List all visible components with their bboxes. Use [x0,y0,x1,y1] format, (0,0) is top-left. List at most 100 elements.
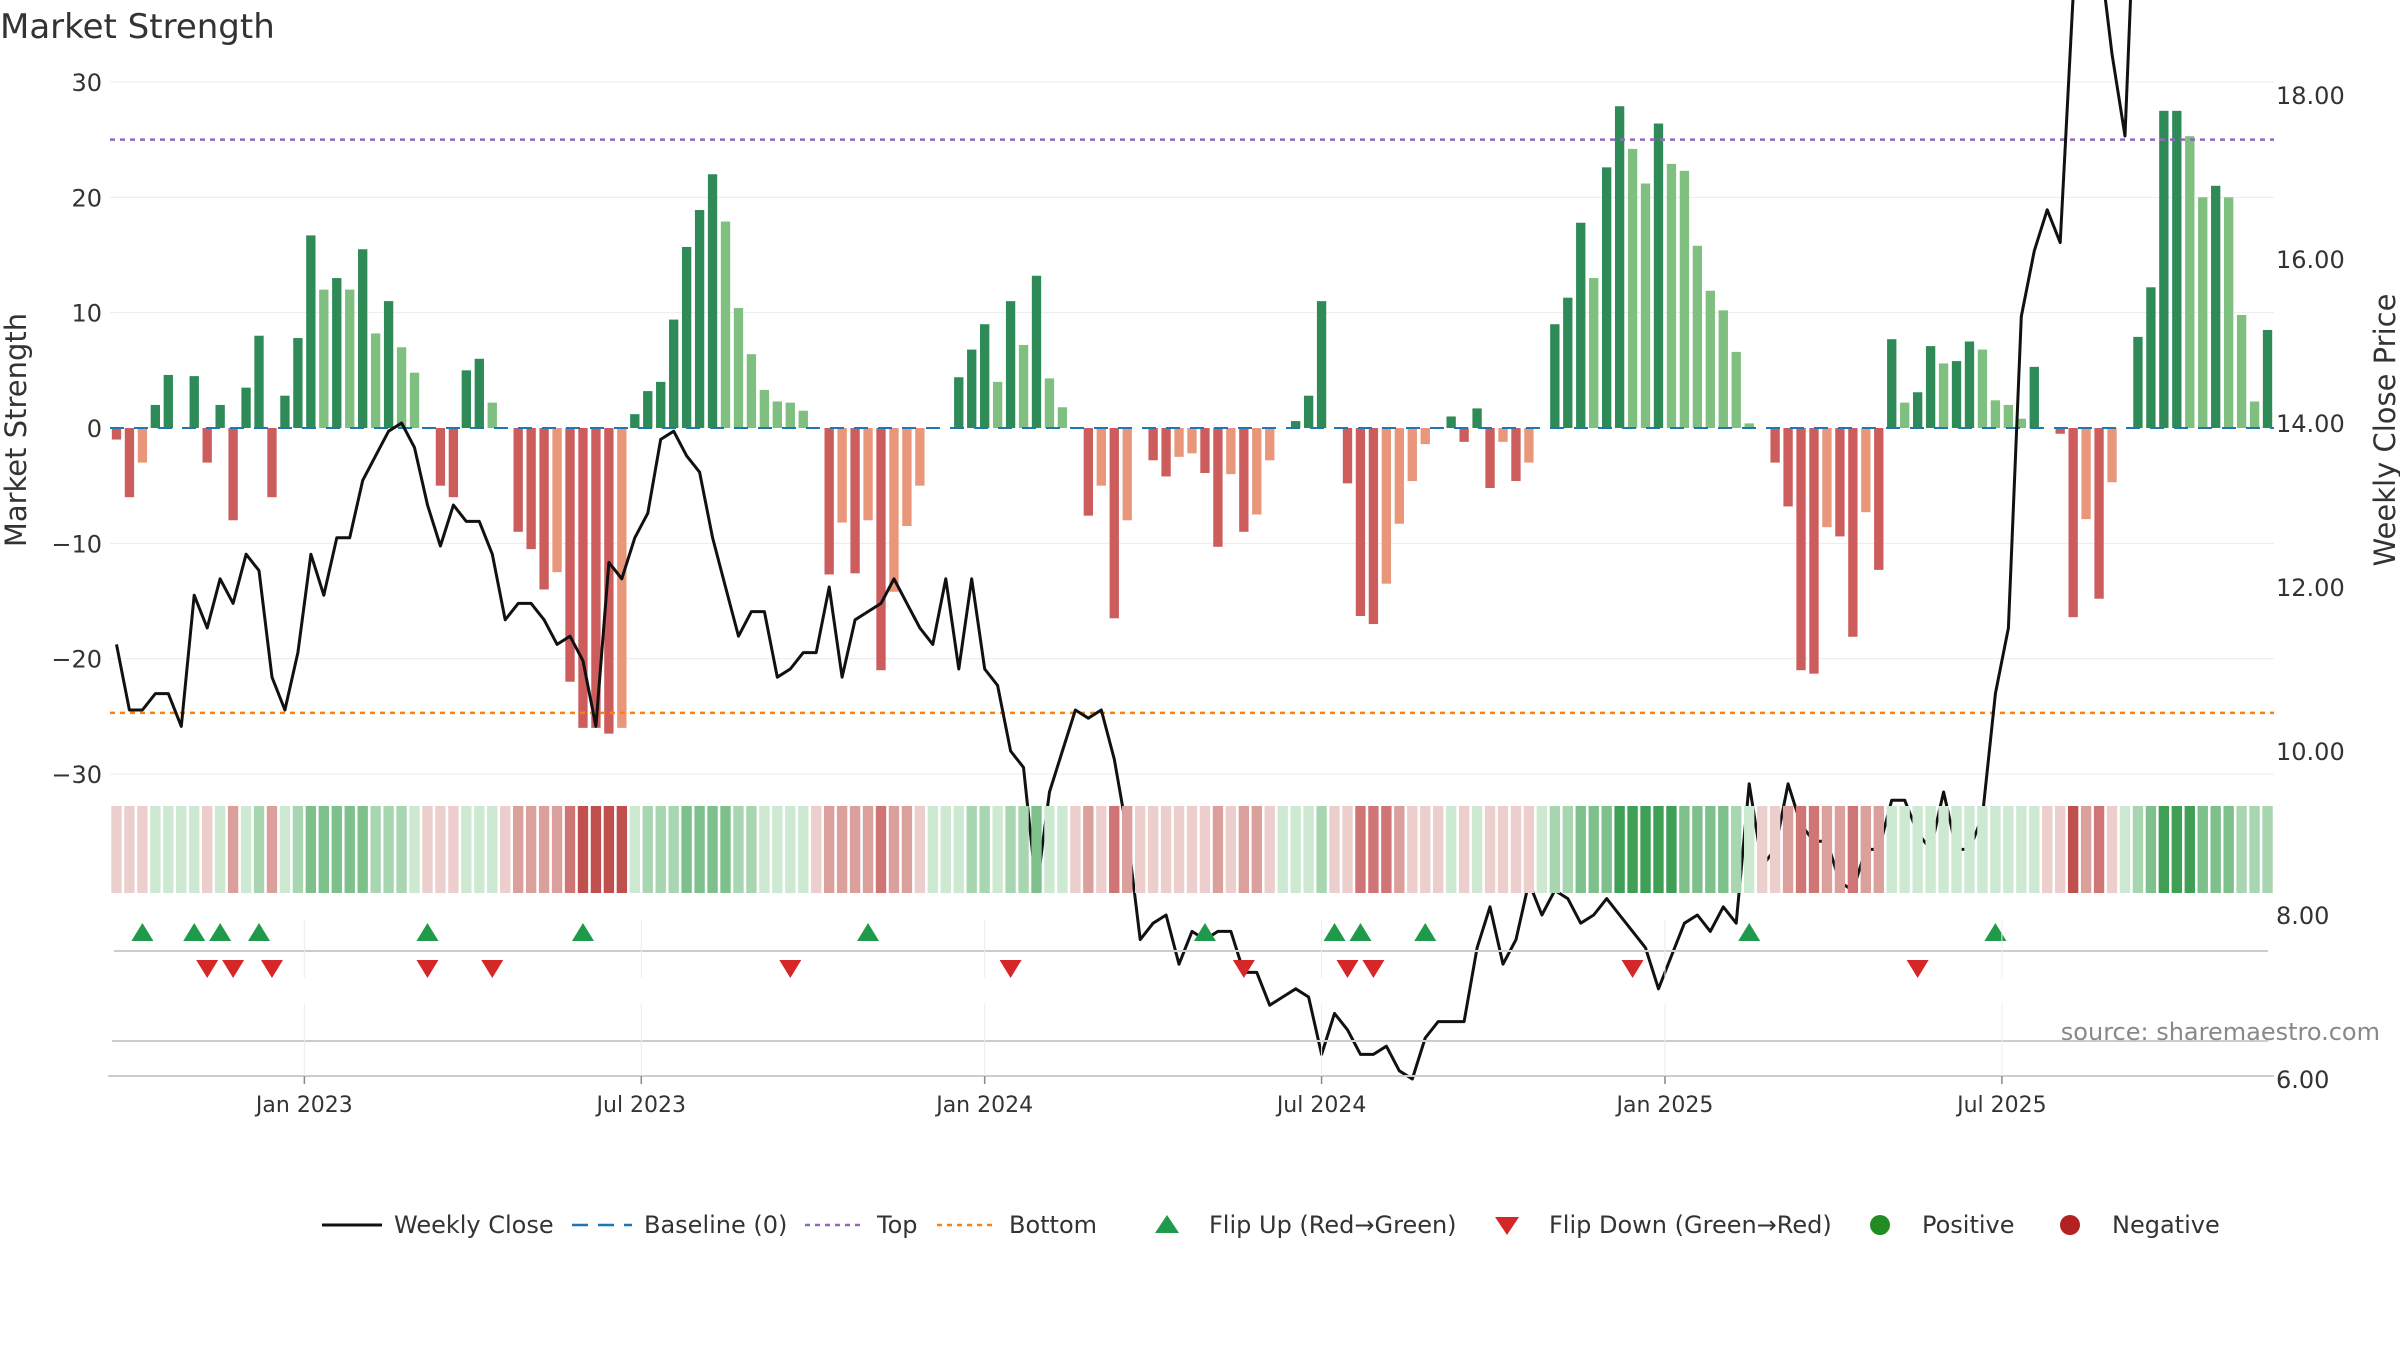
heat-cell [2067,806,2079,893]
heat-cell [1199,806,1211,893]
strength-bar [2081,428,2091,520]
strength-bar [1809,428,1819,674]
heat-cell [292,806,304,893]
strength-bar [1161,428,1171,477]
heat-cell [1381,806,1392,893]
strength-bar [1446,416,1456,428]
strength-bar [150,404,161,428]
heat-cell [668,806,679,893]
heat-cell [2080,806,2092,893]
flip-up-marker [131,923,154,941]
strength-bar [2185,136,2195,428]
heat-cell [759,806,770,893]
y-left-tick-label: −30 [51,761,102,789]
heat-cell [629,806,640,893]
strength-bar [2016,418,2026,428]
heat-cell [124,806,135,893]
flip-up-marker [571,923,594,941]
heat-cell [1484,806,1496,893]
heat-cell [1588,806,1599,893]
strength-bar [1381,428,1392,584]
strength-bar [1912,392,1923,428]
strength-bar [2236,314,2247,428]
flip-down-marker [1232,960,1255,978]
heat-cell [1977,806,1988,893]
strength-bar [124,428,135,498]
lower-panel-axes [108,950,2274,1077]
heat-cell [862,806,874,893]
strength-bar [1705,290,1715,428]
flip-up-marker [1323,923,1346,941]
strength-bar [1731,351,1741,428]
heat-cell [681,806,692,893]
legend-circle-icon [2060,1215,2080,1235]
strength-bar [591,428,601,728]
strength-bar [241,387,251,428]
strength-bar [2262,329,2273,428]
strength-bar [332,278,342,428]
strength-bar [889,428,899,592]
strength-bar [1044,378,1055,428]
heat-cell [1990,806,2001,893]
heat-cell [1368,806,1379,893]
heat-cell [1821,806,1833,893]
heat-cell [500,806,511,893]
heat-cell [1834,806,1846,893]
y-axis-left: 30 20 10 0 −10 −20 −30 [51,69,102,789]
strength-bar [656,381,666,428]
legend-label: Top [876,1211,918,1239]
heat-cell [1523,806,1535,893]
strength-bar [254,335,264,428]
heat-cell [1782,806,1794,893]
heat-cell [2236,806,2247,893]
strength-bar [578,428,588,728]
heat-cell [1497,806,1509,893]
legend-item: Negative [2060,1211,2220,1239]
strength-bar [1692,245,1703,428]
legend-label: Positive [1922,1211,2015,1239]
heat-cell [1134,806,1146,893]
y-axis-right: 22.0020.0018.0016.0014.0012.0010.008.006… [2276,82,2345,1094]
heat-cell [1692,806,1703,893]
flip-down-marker [999,960,1022,978]
strength-bar [1576,222,1586,428]
heat-cell [538,806,550,893]
heat-cell [1873,806,1884,893]
heat-cell [1083,806,1094,893]
strength-bar [409,372,420,428]
strength-bar [1627,148,1638,429]
strength-bar [681,246,692,428]
strength-bar [1511,428,1521,482]
heat-cell [2016,806,2027,893]
strength-bar [2198,197,2208,428]
strength-bar [189,376,199,428]
heat-cell [655,806,666,893]
flip-up-marker [1984,923,2007,941]
heat-cell [1744,806,1755,893]
heat-cell [2223,806,2234,893]
heat-cell [1718,806,1729,893]
strength-bar [1342,428,1353,484]
strength-bar [863,428,873,521]
strength-bar [513,428,523,532]
legend-circle-icon [1870,1215,1890,1235]
strength-bar [2211,185,2221,428]
strength-bar [1057,407,1068,428]
strength-bar [1303,395,1314,428]
legend-label: Flip Down (Green→Red) [1549,1211,1832,1239]
y-axis-left-label: Market Strength [0,313,33,547]
strength-bar [1938,363,1949,428]
strength-bar [435,428,446,486]
strength-bar [1485,428,1495,488]
y-right-tick-label: 8.00 [2276,902,2329,930]
heat-cell [422,806,433,893]
strength-bar [1109,428,1119,619]
heat-cell [253,806,265,893]
legend-item: Positive [1870,1211,2015,1239]
heat-cell [1160,806,1172,893]
heat-cell [448,806,459,893]
strength-bar [1874,428,1884,570]
strength-bar [643,391,653,428]
strength-bar [1459,428,1469,442]
heat-cell [1147,806,1159,893]
